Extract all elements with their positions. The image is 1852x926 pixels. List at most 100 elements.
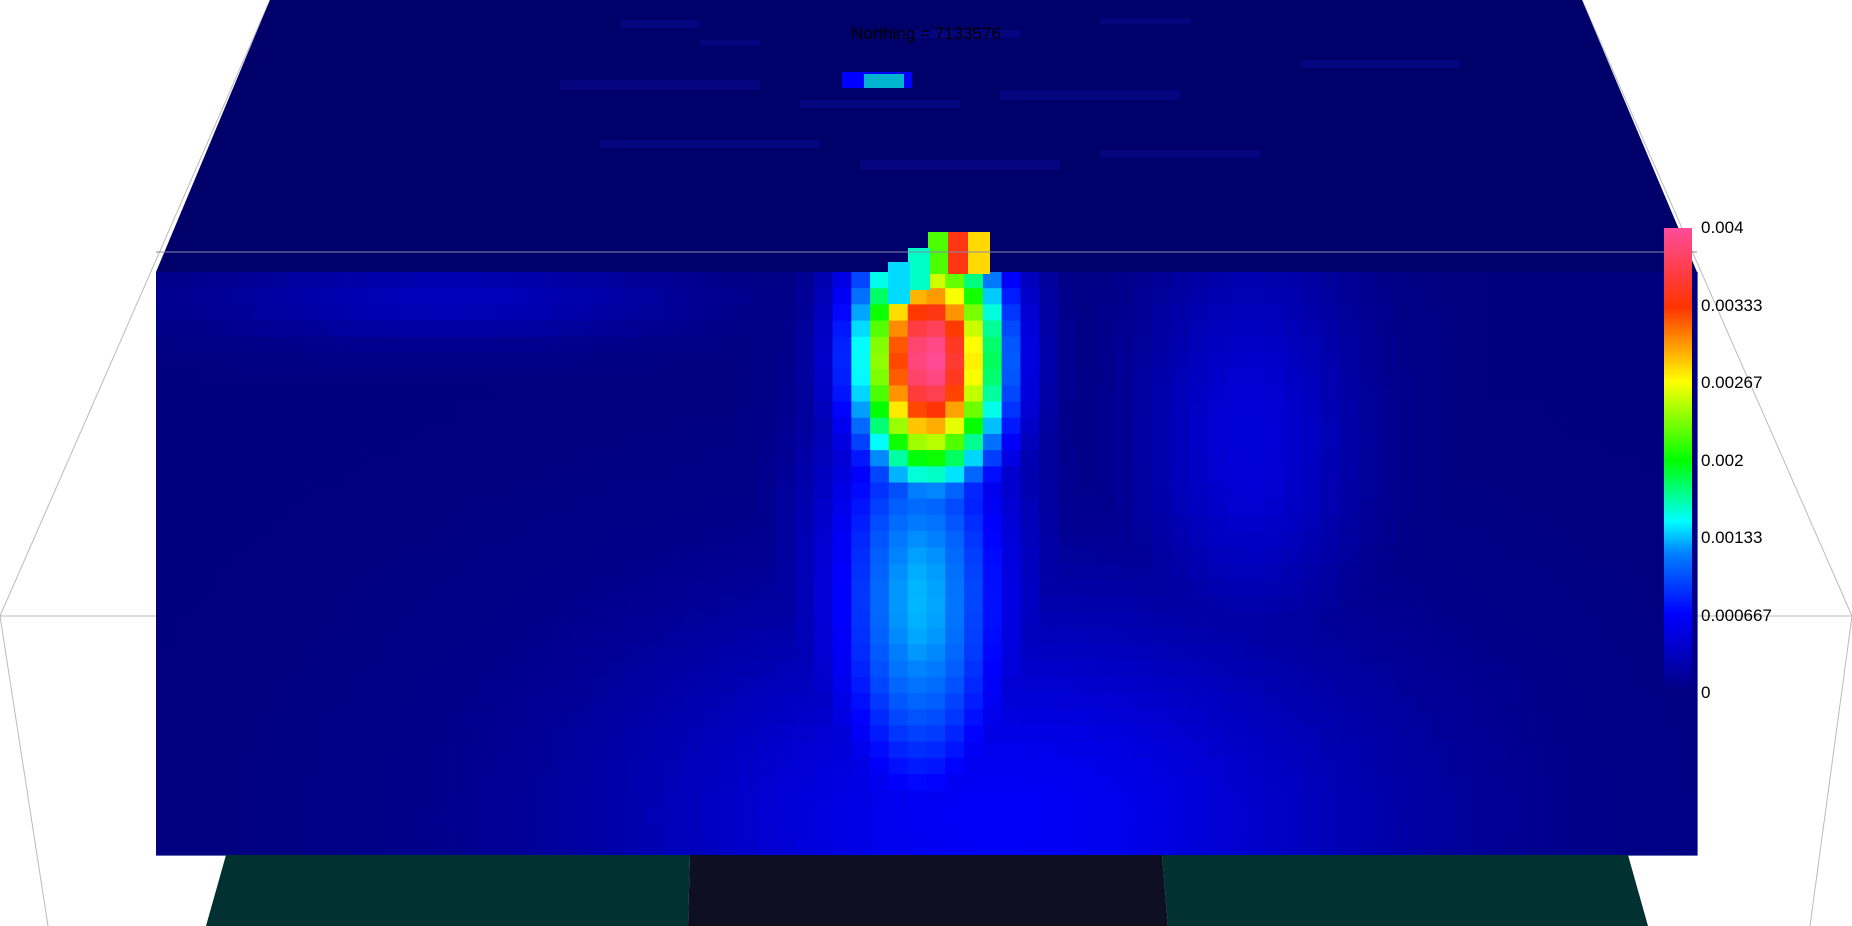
slice-cell xyxy=(156,741,176,759)
slice-cell xyxy=(531,709,552,727)
slice-cell xyxy=(1189,595,1209,613)
slice-cell xyxy=(1471,822,1491,840)
slice-cell xyxy=(513,466,533,484)
slice-cell xyxy=(494,612,514,629)
slice-cell xyxy=(1603,709,1623,727)
slice-cell xyxy=(1058,547,1078,565)
slice-cell xyxy=(1527,466,1548,484)
slice-cell xyxy=(1565,693,1585,710)
slice-cell xyxy=(249,450,270,467)
slice-cell xyxy=(625,385,646,403)
slice-cell xyxy=(1283,660,1303,678)
slice-cell xyxy=(381,725,401,743)
slice-cell xyxy=(964,774,984,791)
slice-cell xyxy=(400,401,420,419)
slice-cell xyxy=(1264,563,1285,581)
slice-cell xyxy=(437,272,458,289)
slice-cell xyxy=(1076,806,1097,824)
slice-cell xyxy=(607,531,627,548)
slice-cell xyxy=(738,822,758,840)
slice-cell xyxy=(1565,644,1585,662)
slice-cell xyxy=(1076,612,1097,629)
slice-cell xyxy=(1621,450,1642,467)
slice-cell xyxy=(1189,725,1209,743)
slice-cell xyxy=(475,385,495,403)
slice-cell xyxy=(1302,401,1322,419)
slice-cell xyxy=(1001,450,1022,467)
slice-cell xyxy=(268,628,289,646)
slice-cell xyxy=(1133,644,1153,662)
slice-cell xyxy=(926,725,946,743)
slice-cell xyxy=(212,790,232,808)
slice-cell xyxy=(1377,433,1397,451)
slice-cell xyxy=(193,401,213,419)
slice-cell xyxy=(268,563,289,581)
slice-cell xyxy=(1114,806,1134,824)
slice-cell xyxy=(1415,725,1435,743)
slice-cell xyxy=(212,336,232,354)
slice-cell xyxy=(212,320,232,338)
slice-cell xyxy=(174,450,195,467)
slice-cell xyxy=(1396,531,1416,548)
slice-cell xyxy=(738,612,758,629)
slice-cell xyxy=(193,288,213,305)
terrain-patch xyxy=(1000,90,1180,100)
slice-cell xyxy=(419,531,439,548)
slice-cell xyxy=(1039,514,1059,532)
slice-cell xyxy=(1321,336,1341,354)
slice-cell xyxy=(268,822,289,840)
slice-cell xyxy=(1358,563,1379,581)
slice-cell xyxy=(794,660,815,678)
slice-cell xyxy=(1152,531,1172,548)
slice-cell xyxy=(513,514,533,532)
slice-cell xyxy=(644,838,664,856)
slice-cell xyxy=(400,514,420,532)
slice-cell xyxy=(607,612,627,629)
slice-cell xyxy=(1471,741,1491,759)
slice-cell xyxy=(231,612,251,629)
slice-cell xyxy=(1527,547,1548,565)
slice-cell xyxy=(1170,741,1191,759)
slice-cell xyxy=(1020,531,1040,548)
slice-cell xyxy=(1095,660,1116,678)
slice-cell xyxy=(306,450,326,467)
slice-cell xyxy=(1076,385,1097,403)
slice-cell xyxy=(475,660,495,678)
slice-cell xyxy=(343,595,364,613)
slice-cell xyxy=(1584,774,1604,791)
slice-cell xyxy=(268,774,289,791)
slice-cell xyxy=(832,288,852,305)
slice-cell xyxy=(531,433,552,451)
slice-cell xyxy=(1001,369,1022,386)
slice-cell xyxy=(1114,450,1134,467)
slice-cell xyxy=(757,531,777,548)
slice-cell xyxy=(381,352,401,370)
slice-cell xyxy=(738,320,758,338)
slice-cell xyxy=(907,838,928,856)
slice-cell xyxy=(682,450,702,467)
slice-cell xyxy=(1396,450,1416,467)
slice-cell xyxy=(945,450,965,467)
slice-cell xyxy=(1396,790,1416,808)
slice-cell xyxy=(1659,709,1679,727)
slice-cell xyxy=(1640,806,1661,824)
slice-cell xyxy=(306,352,326,370)
slice-cell xyxy=(1433,757,1454,775)
slice-cell xyxy=(531,417,552,435)
slice-cell xyxy=(1415,514,1435,532)
slice-cell xyxy=(663,466,683,484)
slice-cell xyxy=(700,514,721,532)
slice-cell xyxy=(1358,628,1379,646)
slice-cell xyxy=(607,369,627,386)
slice-cell xyxy=(437,595,458,613)
slice-cell xyxy=(1358,579,1379,597)
slice-cell xyxy=(1396,838,1416,856)
slice-cell xyxy=(888,741,909,759)
slice-cell xyxy=(531,660,552,678)
slice-cell xyxy=(1452,644,1473,662)
slice-cell xyxy=(156,514,176,532)
slice-cell xyxy=(231,595,251,613)
slice-cell xyxy=(588,514,608,532)
slice-cell xyxy=(1001,725,1022,743)
